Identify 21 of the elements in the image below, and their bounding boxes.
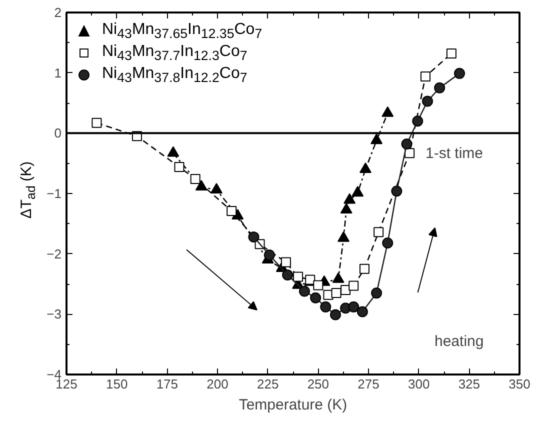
- x-tick-label: 150: [106, 376, 128, 392]
- x-tick-label: 250: [307, 376, 330, 392]
- legend-label: Ni$_{43}$Mn$_{37.65}$In$_{12.35}$Co$_{7}$: [102, 20, 262, 41]
- x-tick-label: 300: [408, 376, 430, 392]
- x-axis-title: Temperature (K): [238, 396, 348, 414]
- y-tick-label: 2: [54, 5, 62, 20]
- legend-label: Ni$_{43}$Mn$_{37.7}$In$_{12.3}$Co$_{7}$: [102, 42, 248, 63]
- x-tick-label: 175: [156, 376, 178, 392]
- y-tick-label: 1: [54, 65, 62, 80]
- annotation: 1-st time: [426, 145, 484, 162]
- y-tick-label: −3: [46, 306, 62, 322]
- y-tick-label: −1: [46, 186, 62, 201]
- y-tick-label: −2: [46, 246, 62, 262]
- x-tick-label: 200: [206, 376, 228, 392]
- annotation: heating: [434, 333, 484, 350]
- x-tick-label: 325: [458, 376, 480, 392]
- legend-label: Ni$_{43}$Mn$_{37.8}$In$_{12.2}$Co$_{7}$: [102, 64, 248, 85]
- x-tick-label: 225: [256, 376, 279, 392]
- x-tick-label: 275: [358, 376, 380, 392]
- y-tick-label: 0: [54, 126, 62, 141]
- x-tick-label: 350: [508, 376, 530, 392]
